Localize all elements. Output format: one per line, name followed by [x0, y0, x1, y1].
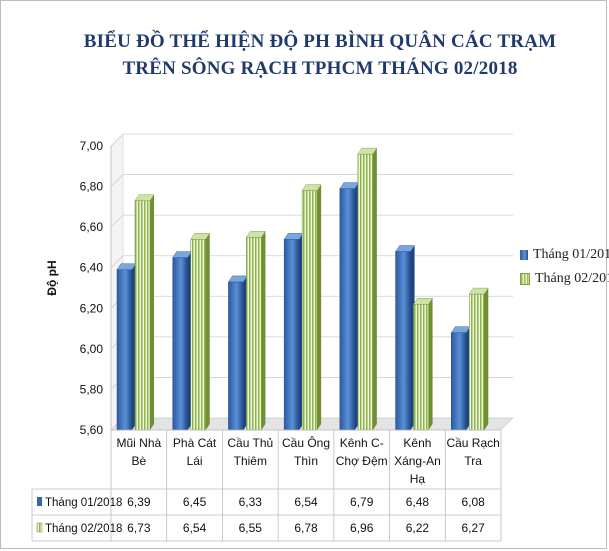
bar	[357, 153, 374, 431]
bar-side	[317, 184, 322, 430]
gridline-diag	[110, 255, 124, 268]
bar-top	[468, 287, 489, 295]
data-table: Mũi Nhà Bè Phà Cát Lái Cầu Thủ Thiêm Cầu Ông Th…	[31, 429, 502, 542]
legend-label-series-2: Tháng 02/2018	[535, 271, 609, 286]
category-label: Mũi Nhà	[117, 436, 162, 450]
bar-top	[395, 245, 415, 252]
table-value: 6,73	[127, 521, 151, 535]
y-tick-label: 6,20	[80, 301, 104, 315]
bar	[395, 251, 411, 431]
bar	[283, 239, 300, 431]
table-value: 6,08	[461, 495, 485, 509]
bar	[190, 239, 206, 431]
table-value: 6,78	[294, 521, 318, 535]
table-series-name: Tháng 01/2018	[45, 497, 122, 509]
bar	[246, 237, 262, 431]
category-label: Lái	[187, 454, 203, 468]
table-value: 6,96	[350, 521, 374, 535]
category-label: Thìn	[294, 454, 318, 468]
legend-swatch-blue	[520, 250, 528, 260]
table-value: 6,27	[461, 521, 485, 535]
table-series-name: Tháng 02/2018	[45, 523, 122, 535]
legend-item-series-2: Tháng 02/2018	[520, 267, 609, 291]
table-value: 6,55	[239, 521, 263, 535]
chart-title: BIỂU ĐỒ THỂ HIỆN ĐỘ PH BÌNH QUÂN CÁC TRẠ…	[0, 28, 609, 82]
y-tick-label: 5,80	[80, 382, 104, 396]
legend-label-series-1: Tháng 01/2018	[533, 247, 609, 262]
chart-title-line-2: TRÊN SÔNG RẠCH TPHCM THÁNG 02/2018	[122, 58, 518, 79]
legend-item-series-1: Tháng 01/2018	[520, 243, 609, 267]
bar	[339, 188, 356, 431]
bar-layer	[116, 147, 489, 431]
legend: Tháng 01/2018 Tháng 02/2018	[520, 243, 609, 291]
bar-top	[190, 233, 211, 240]
category-label: Bè	[132, 454, 147, 468]
category-label: Kênh C-	[340, 436, 384, 450]
table-swatch-blue	[37, 497, 42, 506]
table-swatch-green	[36, 522, 43, 533]
category-label: Hạ	[410, 472, 426, 486]
bar-side	[428, 298, 433, 430]
y-tick-label: 6,60	[80, 220, 104, 234]
table-value: 6,45	[183, 495, 207, 509]
bar-side	[484, 288, 489, 430]
table-value: 6,22	[406, 521, 430, 535]
bar-top	[246, 231, 266, 238]
bar-side	[261, 231, 266, 430]
bar	[413, 303, 429, 431]
category-label: Cầu Rạch	[446, 436, 499, 450]
y-tick-label: 7,00	[80, 139, 104, 153]
bar-top	[357, 147, 378, 155]
bar	[451, 332, 467, 431]
table-value: 6,39	[127, 495, 151, 509]
category-label: Thiêm	[234, 454, 267, 468]
gridline-diag	[110, 174, 124, 187]
chart-title-line-1: BIỂU ĐỒ THỂ HIỆN ĐỘ PH BÌNH QUÂN CÁC TRẠ…	[83, 31, 557, 52]
table-value: 6,54	[294, 495, 318, 509]
gridline-diag	[110, 214, 124, 228]
category-label: Cầu Ông	[282, 435, 330, 450]
y-tick-label: 6,40	[80, 261, 104, 275]
y-tick-label: 5,60	[80, 423, 104, 437]
gridline-diag	[110, 133, 124, 147]
category-label: Tra	[464, 454, 482, 468]
bar	[469, 293, 485, 431]
bar	[116, 269, 133, 431]
bar-top	[134, 194, 155, 201]
table-value: 6,79	[350, 495, 374, 509]
bar	[172, 257, 188, 431]
category-label: Chợ Đệm	[336, 454, 388, 468]
category-label: Phà Cát	[173, 436, 217, 450]
bar	[134, 200, 151, 431]
y-tick-label: 6,00	[80, 342, 104, 356]
table-value: 6,33	[239, 495, 263, 509]
bar-side	[150, 194, 154, 430]
bar-side	[205, 233, 210, 430]
legend-swatch-green	[520, 273, 530, 285]
bar-top	[301, 184, 322, 191]
bar-side	[372, 148, 377, 430]
bar-top	[413, 298, 433, 305]
bar	[301, 190, 318, 431]
category-label: Cầu Thủ	[227, 436, 273, 450]
category-label: Xáng-An	[394, 454, 441, 468]
category-label: Kênh	[403, 436, 431, 450]
bar	[228, 281, 244, 431]
y-tick-label: 6,80	[80, 180, 104, 194]
table-value: 6,54	[183, 521, 207, 535]
table-value: 6,48	[406, 495, 430, 509]
